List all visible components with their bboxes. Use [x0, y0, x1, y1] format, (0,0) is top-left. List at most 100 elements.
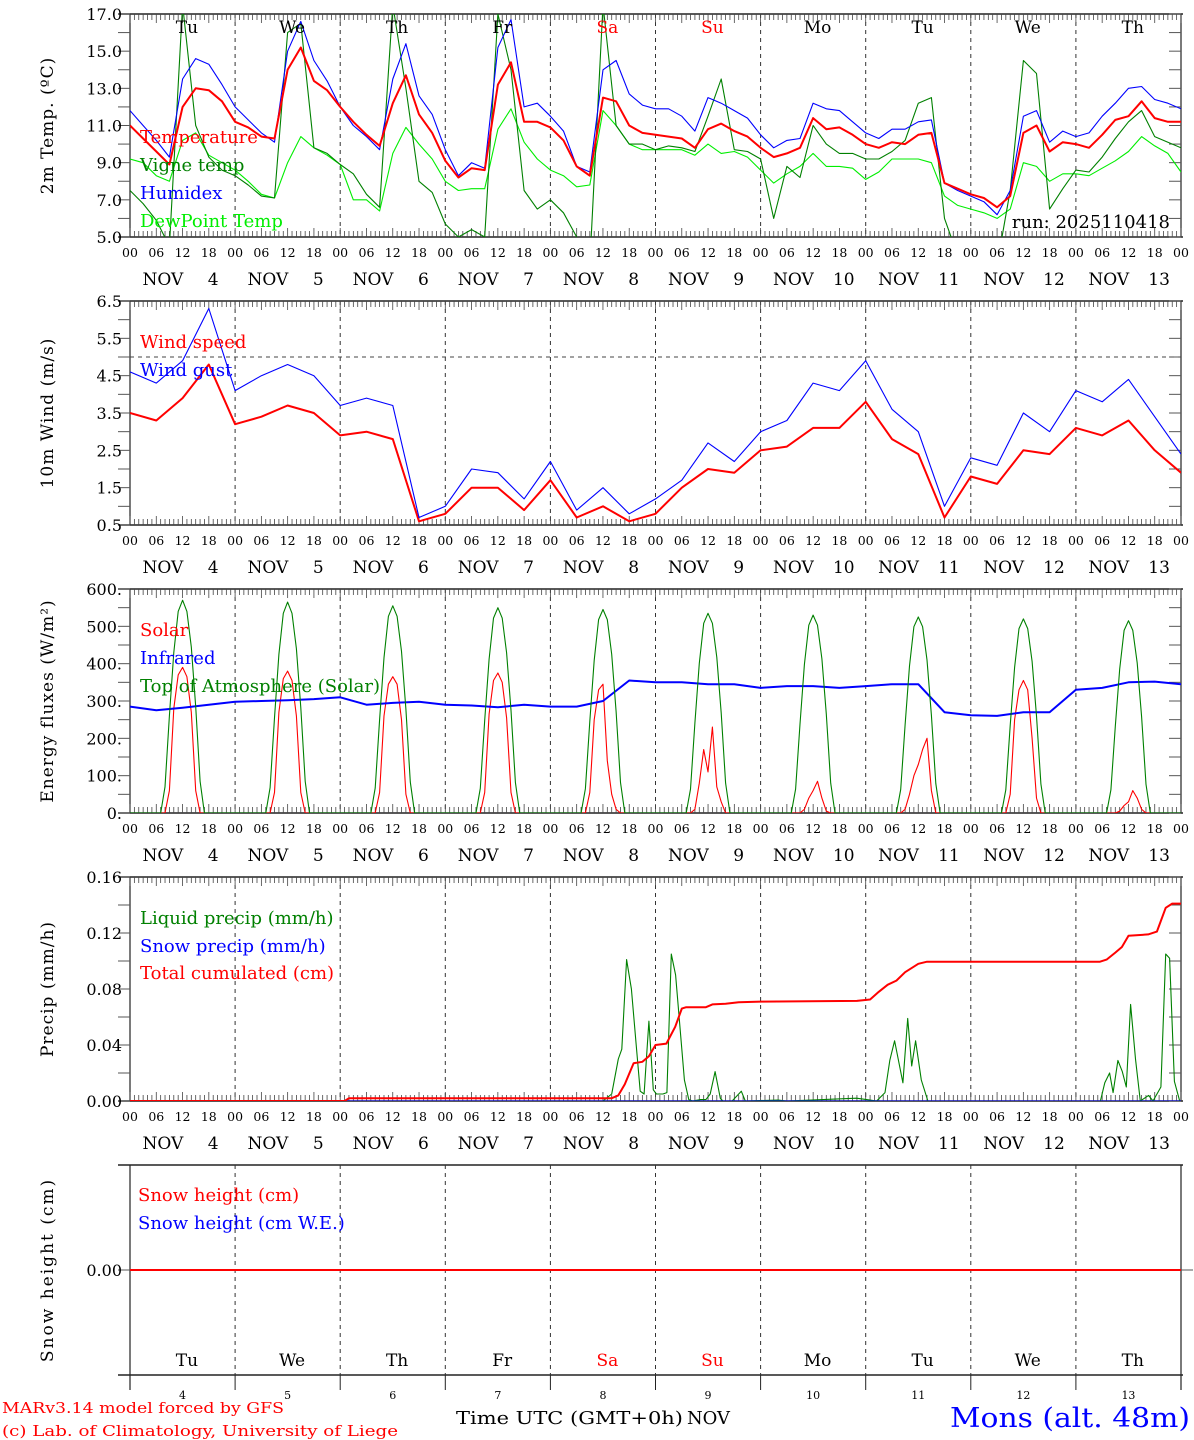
x-hour-label: 18	[726, 821, 742, 836]
x-hour-label: 18	[306, 1109, 322, 1124]
x-hour-label: 18	[411, 533, 427, 548]
x-hour-label: 06	[464, 533, 480, 548]
x-hour-label: 12	[490, 245, 506, 260]
x-hour-label: 18	[831, 1109, 847, 1124]
x-hour-label: 06	[1094, 1109, 1110, 1124]
x-month-label: NOV	[142, 1134, 184, 1154]
x-hour-label: 00	[858, 533, 874, 548]
x-hour-label: 06	[1094, 821, 1110, 836]
x-hour-label: 00	[437, 245, 453, 260]
x-day-label: 12	[1043, 846, 1065, 866]
x-hour-label: 00	[963, 821, 979, 836]
x-month-label: NOV	[878, 846, 920, 866]
x-hour-label: 12	[1015, 821, 1031, 836]
day-name-top: Su	[701, 18, 724, 38]
x-day-label: 7	[523, 270, 534, 290]
x-hour-label: 18	[621, 1109, 637, 1124]
x-day-label: 8	[628, 558, 639, 578]
y-tick-label: 0.08	[86, 980, 122, 999]
x-hour-label: 18	[516, 533, 532, 548]
x-month-label: NOV	[353, 846, 395, 866]
x-hour-label: 06	[569, 821, 585, 836]
x-month-label: NOV	[458, 1134, 500, 1154]
day-number: 8	[599, 1389, 606, 1402]
x-hour-label: 12	[805, 1109, 821, 1124]
y-tick-label: 400.	[86, 655, 122, 674]
y-tick-label: 15.0	[86, 42, 122, 61]
x-hour-label: 12	[385, 1109, 401, 1124]
x-hour-label: 06	[989, 533, 1005, 548]
credit-model: MARv3.14 model forced by GFS	[2, 1399, 284, 1417]
y-tick-label: 100.	[86, 767, 122, 786]
x-hour-label: 18	[1042, 533, 1058, 548]
x-hour-label: 18	[306, 533, 322, 548]
x-hour-label: 00	[753, 821, 769, 836]
x-hour-label: 18	[1042, 1109, 1058, 1124]
x-hour-label: 06	[464, 821, 480, 836]
x-hour-label: 18	[937, 245, 953, 260]
x-month-label: NOV	[248, 1134, 290, 1154]
day-number: 4	[179, 1389, 186, 1402]
day-number: 6	[389, 1389, 396, 1402]
day-number: 13	[1121, 1389, 1135, 1402]
series-line-wind-gust	[130, 307, 1181, 519]
y-tick-label: 1.5	[97, 479, 122, 498]
x-hour-label: 06	[359, 821, 375, 836]
x-hour-label: 06	[464, 1109, 480, 1124]
x-day-label: 4	[208, 270, 219, 290]
series-line-temperature	[130, 46, 1181, 209]
x-hour-label: 12	[385, 821, 401, 836]
x-hour-label: 06	[253, 245, 269, 260]
x-hour-label: 18	[726, 533, 742, 548]
x-month-label: NOV	[983, 846, 1025, 866]
x-month-label: NOV	[458, 270, 500, 290]
x-month-label: NOV	[773, 846, 815, 866]
x-day-label: 11	[938, 558, 960, 578]
x-month-label: NOV	[563, 1134, 605, 1154]
day-number: 10	[806, 1389, 820, 1402]
x-hour-label: 18	[306, 821, 322, 836]
y-tick-label: 0.04	[86, 1036, 122, 1055]
x-hour-label: 00	[542, 1109, 558, 1124]
x-hour-label: 18	[201, 1109, 217, 1124]
day-name-bottom: Tu	[176, 1351, 198, 1371]
x-hour-label: 12	[910, 533, 926, 548]
x-hour-label: 18	[937, 1109, 953, 1124]
x-hour-label: 06	[674, 245, 690, 260]
x-day-label: 13	[1148, 846, 1170, 866]
series-line-infrared	[130, 679, 1181, 717]
x-hour-label: 06	[884, 821, 900, 836]
x-hour-label: 06	[884, 533, 900, 548]
x-hour-label: 12	[385, 245, 401, 260]
y-tick-label: 0.00	[86, 1092, 122, 1111]
x-day-label: 8	[628, 846, 639, 866]
x-hour-label: 00	[963, 1109, 979, 1124]
x-hour-label: 12	[490, 1109, 506, 1124]
x-hour-label: 06	[1094, 533, 1110, 548]
panel-energy: 00 06 12 18 NOV 4 00 06 12 18 NOV 5 00 06 12 18 NOV 6 00 06…	[38, 580, 1189, 866]
x-day-label: 11	[938, 270, 960, 290]
day-name-top: Mo	[804, 18, 832, 38]
y-tick-label: 11.0	[86, 117, 122, 136]
x-hour-label: 12	[805, 533, 821, 548]
day-name-top: Sa	[596, 18, 618, 38]
x-day-label: 6	[418, 270, 429, 290]
legend-item: Liquid precip (mm/h)	[140, 908, 334, 929]
day-name-top: Fr	[492, 18, 513, 38]
x-day-label: 5	[313, 270, 324, 290]
x-month-label: NOV	[458, 846, 500, 866]
legend-item: Snow precip (mm/h)	[140, 936, 326, 957]
x-hour-label: 00	[437, 1109, 453, 1124]
x-hour-label: 12	[1015, 245, 1031, 260]
x-month-label: NOV	[878, 270, 920, 290]
x-hour-label: 18	[516, 821, 532, 836]
x-hour-label: 06	[464, 245, 480, 260]
x-hour-label: 12	[910, 1109, 926, 1124]
x-hour-label: 00	[1173, 1109, 1189, 1124]
x-month-label: NOV	[353, 1134, 395, 1154]
x-hour-label: 00	[332, 1109, 348, 1124]
panel-precip: 00 06 12 18 NOV 4 00 06 12 18 NOV 5 00 06 12 18 NOV 6 00 06…	[38, 868, 1189, 1154]
x-day-label: 9	[733, 846, 744, 866]
x-hour-label: 18	[831, 821, 847, 836]
x-hour-label: 00	[122, 533, 138, 548]
